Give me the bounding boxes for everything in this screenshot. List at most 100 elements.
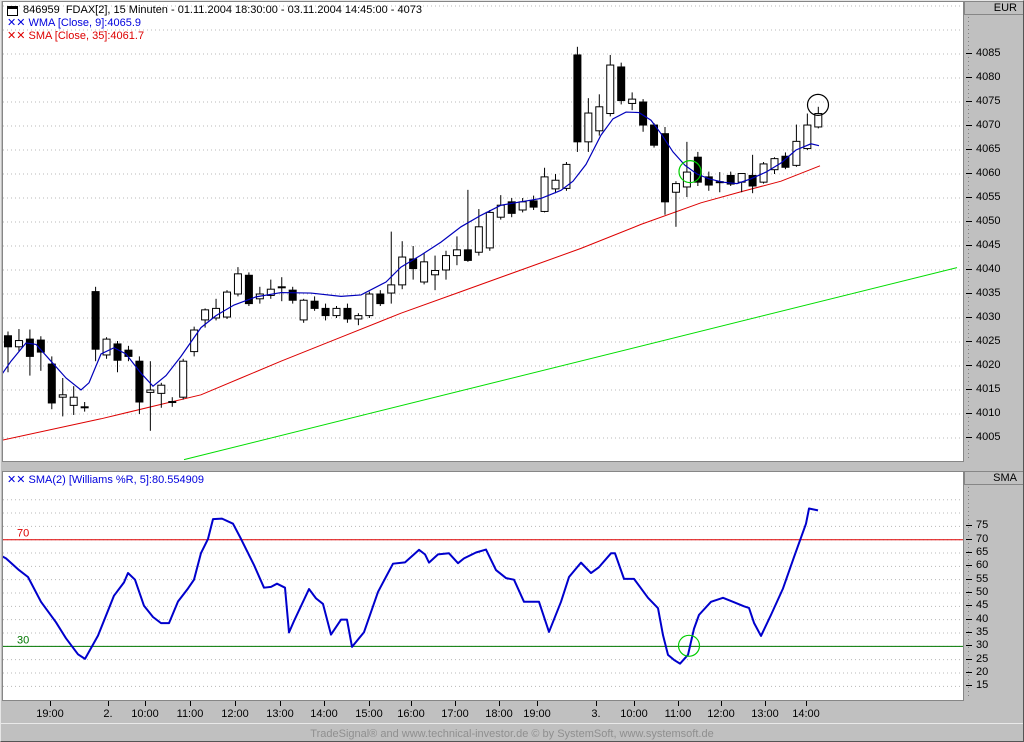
currency-label: EUR: [964, 1, 1023, 15]
indicator-tick: [966, 525, 972, 526]
time-tick: [537, 701, 538, 706]
indicator-tick: [966, 619, 972, 620]
indicator-tick: [966, 645, 972, 646]
candle: [562, 163, 571, 189]
legend-sma[interactable]: ✕✕ SMA [Close, 35]:4061.7: [7, 30, 422, 43]
candle: [463, 249, 472, 261]
candle: [91, 291, 100, 350]
indicator-axis[interactable]: SMA 75 70 65 60 55 50 45 40 35 30 25 20 15: [964, 471, 1023, 701]
indicator-tick-label: 45: [976, 599, 989, 611]
time-tick-label: 13:00: [266, 708, 294, 720]
legend-williams[interactable]: ✕✕ SMA(2) [Williams %R, 5]:80.554909: [7, 474, 204, 487]
candle: [277, 286, 286, 289]
indicator-tick: [966, 552, 972, 553]
price-tick: [966, 317, 972, 318]
time-tick-label: 2.: [103, 708, 113, 720]
price-tick-label: 4055: [976, 191, 1001, 203]
candle: [573, 54, 582, 143]
time-tick-label: 12:00: [221, 708, 249, 720]
candle: [518, 201, 527, 211]
candle: [507, 201, 516, 214]
candle: [617, 66, 626, 102]
time-tick-label: 18:00: [485, 708, 513, 720]
candle: [584, 112, 593, 143]
price-tick: [966, 293, 972, 294]
indicator-tick: [966, 659, 972, 660]
price-tick-label: 4045: [976, 239, 1001, 251]
candle: [233, 273, 242, 295]
indicator-tick-label: 65: [976, 546, 989, 558]
price-tick: [966, 101, 972, 102]
price-tick-label: 4020: [976, 359, 1001, 371]
candle: [474, 226, 483, 253]
oversold-signal-circle[interactable]: [677, 634, 701, 657]
sma-legend-label: SMA [Close, 35]:4061.7: [25, 30, 145, 42]
candle: [431, 269, 440, 276]
indicator-tick-label: 55: [976, 573, 989, 585]
exit-signal-circle[interactable]: [806, 93, 830, 116]
candle: [157, 384, 166, 394]
indicator-tick: [966, 565, 972, 566]
time-tick-label: 19:00: [36, 708, 64, 720]
candle: [420, 261, 429, 283]
time-tick-label: 14:00: [310, 708, 338, 720]
indicator-tick: [966, 685, 972, 686]
candlestick-chart-canvas[interactable]: [3, 2, 963, 461]
candle: [58, 394, 67, 398]
williams-chart-canvas[interactable]: 70 30: [3, 472, 963, 700]
williams-indicator-plot[interactable]: 70 30 ✕✕ SMA(2) [Williams %R, 5]:80.55490…: [2, 471, 964, 701]
price-tick: [966, 341, 972, 342]
candle: [726, 174, 735, 185]
indicator-axis-label: SMA: [964, 471, 1023, 485]
time-tick: [280, 701, 281, 706]
time-tick-label: 17:00: [441, 708, 469, 720]
candle: [124, 349, 133, 357]
time-tick-label: 19:00: [523, 708, 551, 720]
entry-signal-circle[interactable]: [678, 160, 702, 184]
candle: [146, 389, 155, 393]
candle: [595, 106, 604, 132]
wma-overlay-line[interactable]: [3, 111, 820, 391]
candle: [803, 124, 812, 150]
price-tick: [966, 149, 972, 150]
chart-title-row: 846959 FDAX[2], 15 Minuten - 01.11.2004 …: [7, 4, 422, 17]
candle: [387, 284, 396, 294]
candle: [485, 211, 494, 249]
price-tick-label: 4040: [976, 263, 1001, 275]
indicator-tick-label: 25: [976, 653, 989, 665]
legend-wma[interactable]: ✕✕ WMA [Close, 9]:4065.9: [7, 17, 422, 30]
candle: [321, 307, 330, 317]
indicator-tick: [966, 539, 972, 540]
indicator-tick: [966, 632, 972, 633]
time-tick: [50, 701, 51, 706]
candle: [310, 300, 319, 309]
price-tick: [966, 197, 972, 198]
time-tick-label: 11:00: [176, 708, 204, 720]
time-tick: [145, 701, 146, 706]
candle: [332, 307, 341, 317]
time-tick: [596, 701, 597, 706]
time-tick: [411, 701, 412, 706]
candle: [212, 307, 221, 319]
price-axis[interactable]: EUR 4085 4080 4075 4070 4065 4060 4055 4050 4045…: [964, 1, 1023, 462]
time-tick-label: 10:00: [131, 708, 159, 720]
time-tick-label: 3.: [591, 708, 601, 720]
candle: [661, 133, 669, 203]
indicator-tick: [966, 672, 972, 673]
price-tick-label: 4070: [976, 119, 1001, 131]
williams-series-icon: ✕✕: [7, 474, 26, 486]
candle: [190, 329, 199, 353]
williams-r-line[interactable]: [3, 507, 819, 665]
time-axis[interactable]: 19:00 2. 10:00 11:00 12:00 13:00 14:00 15:00 16:…: [2, 701, 964, 723]
sma-overlay-line[interactable]: [3, 165, 821, 441]
candle: [168, 401, 177, 404]
candle: [80, 406, 89, 409]
indicator-tick-label: 50: [976, 586, 989, 598]
time-tick-label: 14:00: [792, 708, 820, 720]
time-tick-label: 11:00: [664, 708, 692, 720]
candle: [4, 335, 12, 348]
trendline[interactable]: [183, 267, 958, 461]
price-chart-plot[interactable]: 846959 FDAX[2], 15 Minuten - 01.11.2004 …: [2, 1, 964, 462]
candle: [551, 179, 560, 190]
candle: [792, 140, 801, 166]
